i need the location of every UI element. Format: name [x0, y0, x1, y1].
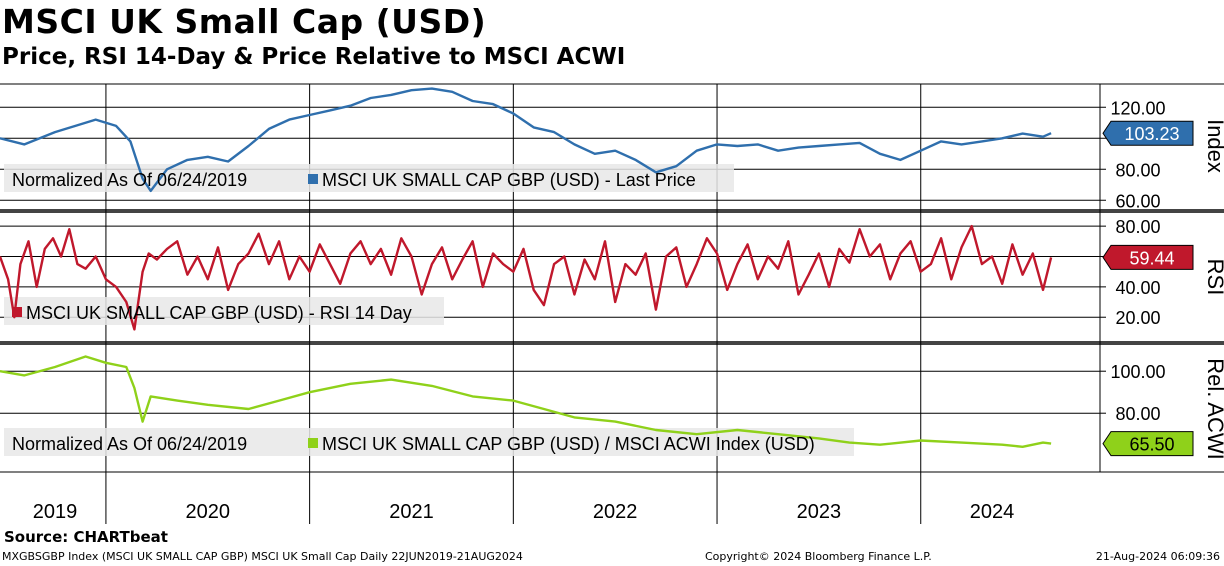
axis-title-relative: Rel. ACWI	[1203, 358, 1224, 459]
legend-normalized-label: Normalized As Of 06/24/2019	[12, 170, 247, 190]
panel-separator	[0, 341, 1224, 345]
series-line-relative	[0, 355, 1052, 448]
x-tick-label: 2024	[970, 501, 1015, 523]
legend-series-label: MSCI UK SMALL CAP GBP (USD) / MSCI ACWI …	[322, 434, 815, 454]
last-value-flag	[1102, 244, 1194, 270]
legend-box	[4, 297, 444, 325]
y-tick-label: 80.00	[1115, 160, 1160, 180]
last-value-flag	[1102, 431, 1194, 457]
legend-swatch	[12, 307, 22, 317]
axis-title-rsi: RSI	[1203, 259, 1224, 296]
source-label: Source: CHARTbeat	[4, 528, 168, 546]
legend-swatch	[308, 438, 318, 448]
panel-separator	[0, 209, 1224, 213]
last-value-label: 103.23	[1124, 124, 1179, 144]
x-tick-label: 2022	[593, 501, 638, 523]
y-tick-label: 120.00	[1110, 98, 1165, 118]
x-tick-label: 2021	[389, 501, 434, 523]
legend-series-label: MSCI UK SMALL CAP GBP (USD) - RSI 14 Day	[26, 303, 412, 323]
footer-copyright: Copyright© 2024 Bloomberg Finance L.P.	[705, 550, 932, 563]
series-line-price	[0, 87, 1052, 193]
legend-box	[4, 164, 734, 192]
last-value-label: 59.44	[1129, 248, 1174, 268]
legend-series-label: MSCI UK SMALL CAP GBP (USD) - Last Price	[322, 170, 696, 190]
axis-title-price: Index	[1203, 119, 1224, 173]
y-tick-label: 60.00	[1115, 191, 1160, 211]
legend-swatch	[308, 174, 318, 184]
x-tick-label: 2020	[186, 501, 231, 523]
footer-timestamp: 21-Aug-2024 06:09:36	[1095, 550, 1220, 563]
chart-title: MSCI UK Small Cap (USD)	[2, 2, 487, 41]
footer-ticker-info: MXGBSGBP Index (MSCI UK SMALL CAP GBP) M…	[2, 550, 523, 563]
legend-normalized-label: Normalized As Of 06/24/2019	[12, 434, 247, 454]
x-tick-label: 2023	[797, 501, 842, 523]
last-value-label: 65.50	[1129, 435, 1174, 455]
x-tick-label: 2019	[33, 501, 78, 523]
y-tick-label: 80.00	[1115, 217, 1160, 237]
y-tick-label: 80.00	[1115, 404, 1160, 424]
last-value-flag	[1102, 120, 1194, 146]
y-tick-label: 20.00	[1115, 308, 1160, 328]
series-line-rsi	[0, 224, 1053, 331]
y-tick-label: 100.00	[1110, 362, 1165, 382]
y-tick-label: 40.00	[1115, 278, 1160, 298]
chart-subtitle: Price, RSI 14-Day & Price Relative to MS…	[2, 44, 626, 70]
